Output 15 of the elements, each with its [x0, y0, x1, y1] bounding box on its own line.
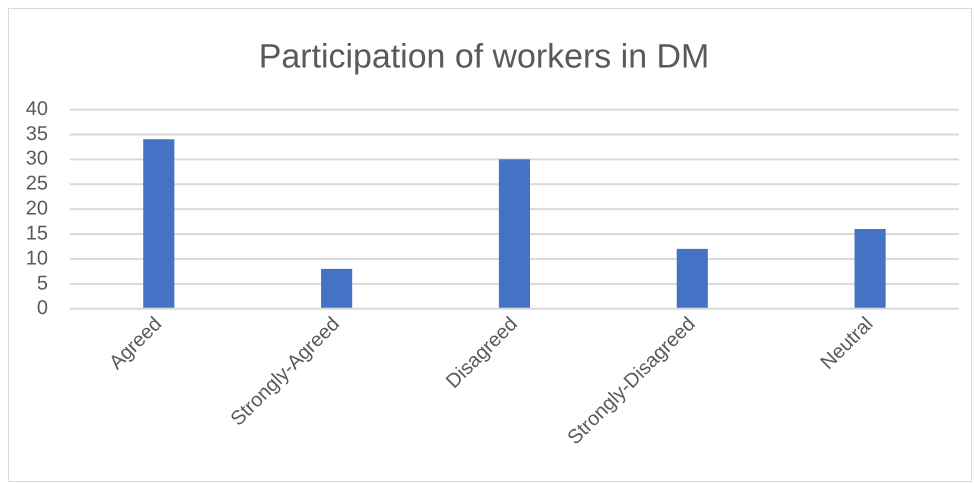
y-tick-label: 25 [26, 172, 48, 195]
y-tick-label: 30 [26, 148, 48, 170]
bar [321, 268, 352, 308]
y-tick-label: 35 [26, 122, 48, 145]
chart-title: Participation of workers in DM [258, 38, 710, 76]
y-tick-label: 0 [36, 297, 48, 320]
bar [498, 159, 530, 308]
y-tick-label: 10 [26, 247, 48, 270]
bar [143, 139, 174, 308]
y-tick-label: 20 [26, 198, 48, 220]
bar [676, 248, 708, 308]
y-tick-label: 40 [26, 98, 48, 120]
y-tick-label: 15 [26, 222, 48, 244]
y-tick-label: 5 [36, 272, 48, 294]
bar [854, 228, 886, 308]
